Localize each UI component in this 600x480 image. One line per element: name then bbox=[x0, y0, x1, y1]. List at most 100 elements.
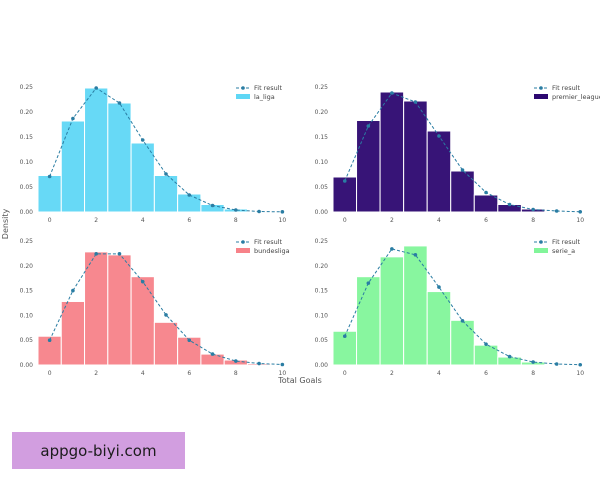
bar-la_liga-2 bbox=[84, 87, 109, 213]
bar-premier_league-1 bbox=[356, 120, 381, 213]
fit-point-la_liga-6 bbox=[187, 193, 192, 197]
panel-serie_a: 0 2 4 6 8 10 0.00 0.05 0.10 0.15 0.20 0.25 Fit resul… bbox=[315, 238, 593, 377]
x-tick-bundesliga-2: 2 bbox=[94, 370, 98, 377]
shared-xlabel: Total Goals bbox=[277, 376, 322, 385]
bar-bundesliga-2 bbox=[84, 251, 109, 366]
fit-point-premier_league-9 bbox=[554, 209, 559, 213]
x-tick-la_liga-2: 2 bbox=[94, 217, 98, 224]
x-tick-bundesliga-6: 6 bbox=[187, 370, 191, 377]
legend-fit-marker-la_liga bbox=[241, 86, 245, 90]
legend-fit-label-premier_league: Fit result bbox=[552, 84, 581, 92]
fit-point-bundesliga-2 bbox=[94, 252, 98, 256]
fit-line-premier_league bbox=[344, 92, 581, 213]
watermark-text: appgo-biyi.com bbox=[40, 441, 157, 460]
panel-bundesliga: 0 2 4 6 8 10 0.00 0.05 0.10 0.15 0.20 0.25 Fit resul… bbox=[20, 238, 295, 377]
fit-line-bundesliga bbox=[49, 253, 283, 366]
x-tick-serie_a-10: 10 bbox=[576, 370, 584, 377]
fit-point-bundesliga-10 bbox=[280, 362, 285, 367]
y-tick-la_liga-0.25: 0.25 bbox=[20, 84, 34, 91]
x-tick-serie_a-8: 8 bbox=[531, 370, 535, 377]
y-tick-serie_a-0.10: 0.10 bbox=[315, 312, 329, 319]
bar-la_liga-0 bbox=[37, 175, 62, 213]
fit-point-premier_league-4 bbox=[437, 134, 441, 138]
fit-point-la_liga-2 bbox=[94, 86, 98, 90]
legend-swatch-bundesliga bbox=[236, 248, 250, 253]
fit-point-serie_a-3 bbox=[413, 253, 418, 257]
x-tick-serie_a-0: 0 bbox=[343, 370, 347, 377]
y-tick-serie_a-0.00: 0.00 bbox=[315, 362, 329, 369]
fit-point-la_liga-1 bbox=[71, 116, 75, 121]
x-tick-bundesliga-4: 4 bbox=[141, 370, 145, 377]
panels-layer: 0 2 4 6 8 10 0.00 0.05 0.10 0.15 0.20 0.25 Fit resul… bbox=[20, 84, 600, 377]
bar-bundesliga-4 bbox=[130, 276, 155, 366]
legend-series-label-la_liga: la_liga bbox=[254, 93, 275, 101]
x-tick-la_liga-8: 8 bbox=[234, 217, 238, 224]
bar-premier_league-6 bbox=[473, 194, 499, 213]
fit-point-bundesliga-3 bbox=[117, 252, 122, 256]
fit-point-serie_a-8 bbox=[531, 360, 535, 364]
panel-premier_league: 0 2 4 6 8 10 0.00 0.05 0.10 0.15 0.20 0.25 Fit resul… bbox=[315, 84, 600, 224]
bar-serie_a-5 bbox=[450, 319, 475, 366]
fit-point-la_liga-0 bbox=[47, 174, 52, 179]
legend-series-label-bundesliga: bundesliga bbox=[254, 247, 290, 255]
y-tick-serie_a-0.20: 0.20 bbox=[315, 263, 329, 270]
y-tick-premier_league-0.00: 0.00 bbox=[315, 209, 329, 216]
fit-point-premier_league-2 bbox=[390, 91, 394, 95]
fit-point-la_liga-10 bbox=[280, 210, 285, 214]
fit-point-premier_league-1 bbox=[366, 124, 371, 128]
fit-point-bundesliga-6 bbox=[187, 338, 192, 342]
fit-point-serie_a-1 bbox=[366, 281, 371, 285]
bar-premier_league-4 bbox=[426, 130, 452, 213]
fit-point-premier_league-8 bbox=[531, 207, 535, 212]
fit-point-bundesliga-8 bbox=[234, 359, 238, 363]
fit-line-la_liga bbox=[49, 87, 283, 213]
fit-point-bundesliga-9 bbox=[257, 361, 261, 366]
fit-point-serie_a-4 bbox=[437, 285, 441, 289]
histogram-figure: 0 2 4 6 8 10 0.00 0.05 0.10 0.15 0.20 0.25 Fit resul… bbox=[1, 84, 600, 385]
bar-premier_league-5 bbox=[450, 170, 475, 213]
fit-point-premier_league-7 bbox=[507, 202, 512, 207]
y-tick-la_liga-0.15: 0.15 bbox=[20, 134, 34, 141]
y-tick-bundesliga-0.05: 0.05 bbox=[20, 337, 34, 344]
bar-serie_a-3 bbox=[403, 245, 428, 366]
fit-point-bundesliga-5 bbox=[164, 313, 168, 317]
fit-point-serie_a-6 bbox=[484, 342, 488, 346]
x-tick-premier_league-4: 4 bbox=[437, 217, 441, 224]
y-tick-serie_a-0.05: 0.05 bbox=[315, 337, 329, 344]
x-tick-la_liga-0: 0 bbox=[48, 217, 52, 224]
fit-line-serie_a bbox=[344, 248, 581, 366]
bar-la_liga-3 bbox=[107, 102, 132, 213]
y-tick-serie_a-0.25: 0.25 bbox=[315, 238, 329, 245]
fit-point-serie_a-2 bbox=[390, 247, 394, 251]
bar-premier_league-2 bbox=[379, 91, 405, 213]
x-tick-bundesliga-10: 10 bbox=[279, 370, 287, 377]
x-tick-serie_a-2: 2 bbox=[390, 370, 394, 377]
fit-point-serie_a-10 bbox=[578, 362, 583, 367]
fit-point-la_liga-8 bbox=[234, 208, 238, 212]
bar-bundesliga-1 bbox=[60, 300, 86, 366]
legend-fit-label-bundesliga: Fit result bbox=[254, 238, 283, 246]
legend-series-label-serie_a: serie_a bbox=[552, 247, 575, 255]
fit-point-premier_league-10 bbox=[578, 210, 583, 214]
y-tick-la_liga-0.20: 0.20 bbox=[20, 109, 34, 116]
legend-series-label-premier_league: premier_league bbox=[552, 93, 600, 101]
x-tick-premier_league-6: 6 bbox=[484, 217, 488, 224]
fit-point-serie_a-5 bbox=[460, 319, 465, 323]
bar-serie_a-1 bbox=[356, 276, 381, 366]
bar-la_liga-1 bbox=[60, 120, 86, 213]
bar-la_liga-4 bbox=[130, 142, 155, 213]
x-tick-premier_league-0: 0 bbox=[343, 217, 347, 224]
shared-ylabel: Density bbox=[1, 209, 10, 240]
panel-la_liga: 0 2 4 6 8 10 0.00 0.05 0.10 0.15 0.20 0.25 Fit resul… bbox=[20, 84, 295, 224]
fit-point-serie_a-7 bbox=[507, 354, 512, 359]
bar-serie_a-2 bbox=[379, 256, 405, 366]
legend-fit-label-serie_a: Fit result bbox=[552, 238, 581, 246]
fit-point-la_liga-3 bbox=[117, 101, 122, 105]
y-tick-bundesliga-0.20: 0.20 bbox=[20, 263, 34, 270]
legend-fit-marker-serie_a bbox=[539, 240, 543, 244]
y-tick-bundesliga-0.00: 0.00 bbox=[20, 362, 34, 369]
fit-point-premier_league-3 bbox=[413, 100, 418, 104]
